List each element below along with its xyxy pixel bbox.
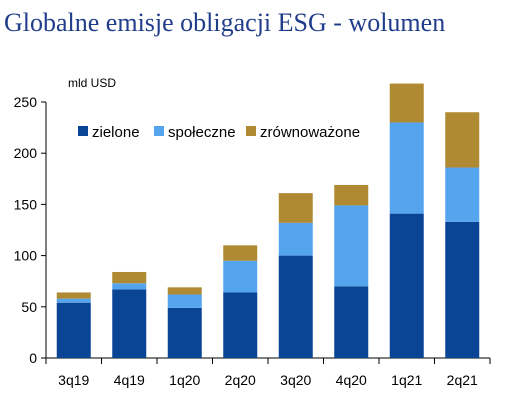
y-tick-label: 200	[14, 145, 38, 161]
bar-segment	[223, 292, 258, 358]
bar-segment	[112, 289, 147, 358]
bar-segment	[334, 184, 369, 206]
legend-label: zielone	[92, 124, 140, 141]
bar-segment	[56, 302, 91, 358]
x-tick-label: 1q20	[169, 372, 200, 388]
bar-segment	[56, 298, 91, 303]
bar-segment	[167, 287, 202, 295]
bar-segment	[167, 294, 202, 308]
y-tick-label: 100	[14, 248, 38, 264]
y-tick-label: 250	[14, 94, 38, 110]
bars-group	[56, 83, 480, 358]
x-tick-label: 1q21	[391, 372, 422, 388]
bar-segment	[223, 245, 258, 261]
bar-segment	[278, 193, 313, 223]
y-tick-label: 50	[21, 299, 37, 315]
bar-segment	[389, 213, 424, 358]
bar-segment	[445, 112, 480, 168]
legend: zielone społeczne zrównoważone	[78, 124, 360, 141]
legend-swatch	[78, 126, 88, 136]
bar-segment	[389, 122, 424, 214]
legend-label: społeczne	[168, 124, 236, 141]
legend-label: zrównoważone	[260, 124, 360, 141]
bar-segment	[445, 167, 480, 222]
bar-segment	[278, 255, 313, 358]
bar-segment	[167, 307, 202, 358]
bar-segment	[334, 286, 369, 358]
legend-swatch	[154, 126, 164, 136]
bar-segment	[334, 205, 369, 287]
bar-segment	[112, 283, 147, 290]
bar-segment	[223, 260, 258, 293]
y-tick-label: 0	[29, 350, 37, 366]
bar-segment	[112, 271, 147, 284]
x-tick-label: 3q20	[280, 372, 311, 388]
bar-segment	[389, 83, 424, 123]
legend-swatch	[246, 126, 256, 136]
bar-segment	[278, 222, 313, 256]
x-tick-label: 2q20	[225, 372, 256, 388]
x-tick-label: 3q19	[58, 372, 89, 388]
chart-title: Globalne emisje obligacji ESG - wolumen	[4, 8, 446, 37]
axes-group: 0 50 100 150 200 250 3q19 4q19 1q20 2q20 3q20 4q20 1…	[14, 94, 491, 388]
bar-segment	[56, 292, 91, 299]
bar-segment	[445, 221, 480, 358]
x-tick-label: 4q20	[336, 372, 367, 388]
y-tick-label: 150	[14, 196, 38, 212]
x-tick-label: 2q21	[447, 372, 478, 388]
unit-label: mld USD	[68, 76, 116, 90]
x-tick-label: 4q19	[114, 372, 145, 388]
